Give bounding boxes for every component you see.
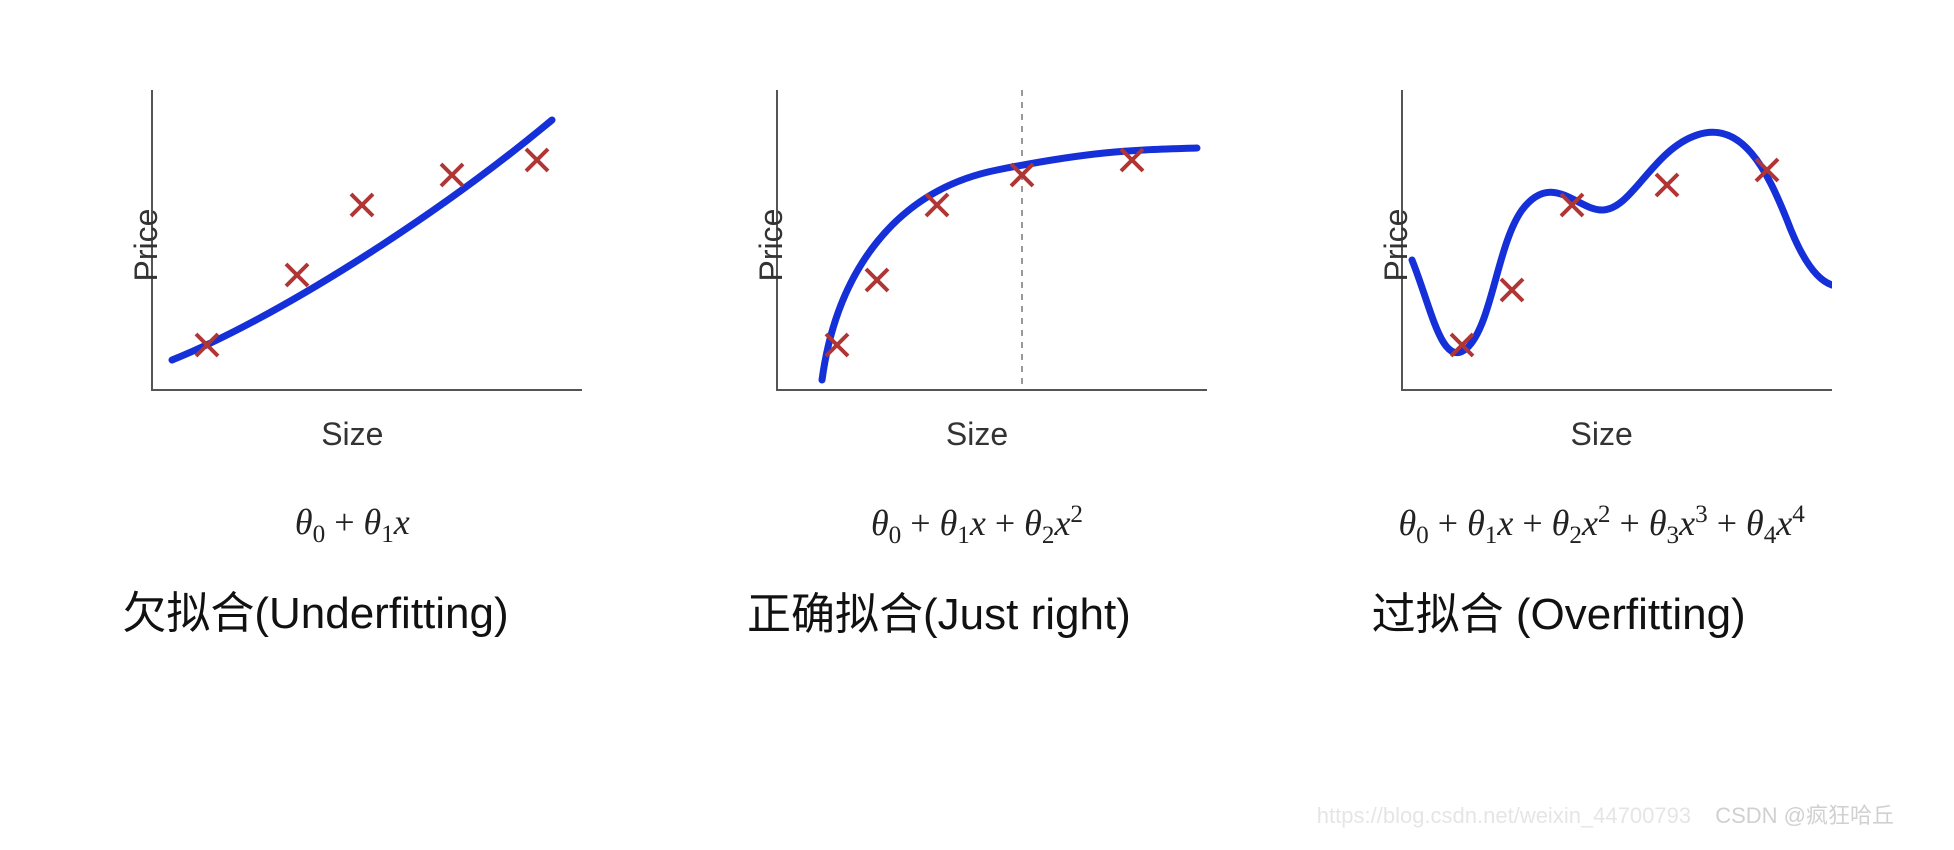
x-axis-label: Size: [1571, 416, 1633, 453]
data-point: [286, 264, 308, 286]
caption-justright: 正确拟合(Just right): [747, 586, 1207, 643]
data-point: [526, 149, 548, 171]
data-point: [441, 164, 463, 186]
panels-row: Price Size θ0 + θ1x 欠拟合(Underfitting) Price S…: [0, 0, 1954, 643]
formula-justright: θ0 + θ1x + θ2x2: [871, 501, 1083, 550]
data-point: [926, 194, 948, 216]
watermark: https://blog.csdn.net/weixin_44700793 CS…: [1317, 798, 1894, 830]
panel-justright: Price Size θ0 + θ1x + θ2x2 正确拟合(Just right): [685, 80, 1270, 643]
data-point: [1656, 174, 1678, 196]
watermark-url: https://blog.csdn.net/weixin_44700793: [1317, 803, 1691, 828]
panel-underfit: Price Size θ0 + θ1x 欠拟合(Underfitting): [60, 80, 645, 643]
data-point: [1501, 279, 1523, 301]
chart-overfit: Price: [1372, 80, 1832, 410]
chart-svg: [122, 80, 582, 410]
chart-justright: Price: [747, 80, 1207, 410]
y-axis-label: Price: [753, 209, 790, 282]
caption-underfit: 欠拟合(Underfitting): [122, 585, 582, 642]
formula-overfit: θ0 + θ1x + θ2x2 + θ3x3 + θ4x4: [1398, 501, 1804, 550]
panel-overfit: Price Size θ0 + θ1x + θ2x2 + θ3x3 + θ4x4 过拟…: [1309, 80, 1894, 643]
watermark-text: CSDN @疯狂哈丘: [1715, 803, 1894, 828]
x-axis-label: Size: [946, 416, 1008, 453]
data-point: [866, 269, 888, 291]
x-axis-label: Size: [321, 416, 383, 453]
formula-underfit: θ0 + θ1x: [295, 501, 410, 549]
chart-underfit: Price: [122, 80, 582, 410]
chart-svg: [1372, 80, 1832, 410]
y-axis-label: Price: [1378, 209, 1415, 282]
chart-svg: [747, 80, 1207, 410]
data-point: [351, 194, 373, 216]
y-axis-label: Price: [128, 209, 165, 282]
caption-overfit: 过拟合 (Overfitting): [1372, 586, 1832, 643]
